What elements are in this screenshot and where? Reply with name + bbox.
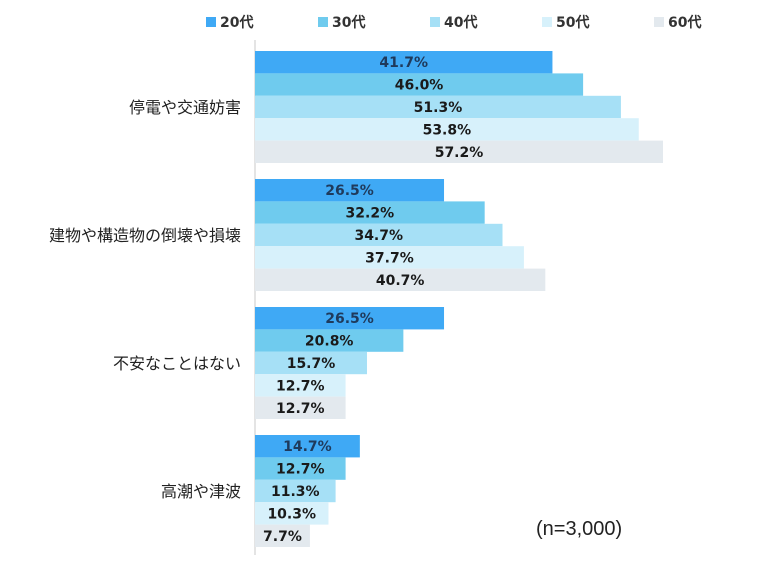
bar-20代-cat1: [255, 179, 445, 202]
legend-swatch-50s: [542, 17, 552, 27]
bar-50代-cat2: [255, 374, 346, 397]
bar-40代-cat1: [255, 223, 503, 247]
sample-size-annotation: (n=3,000): [536, 518, 623, 540]
bar-60代-cat2: [255, 396, 346, 419]
legend-swatch-60s: [654, 17, 664, 27]
bar-40代-cat2: [255, 351, 367, 375]
bar-20代-cat3: [255, 435, 360, 458]
category-label-2: 不安なことはない: [113, 354, 241, 373]
bar-20代-cat0: [255, 51, 553, 74]
data-label-30代-cat3: 12.7%: [276, 462, 325, 478]
legend-swatch-20s: [206, 17, 216, 27]
bar-50代-cat3: [255, 502, 329, 525]
legend-label-30s: 30代: [332, 15, 366, 31]
bar-60代-cat3: [255, 524, 310, 547]
legend-item-60s: 60代: [654, 12, 766, 32]
legend-label-50s: 50代: [556, 15, 590, 31]
data-label-50代-cat2: 12.7%: [276, 378, 325, 394]
legend-label-20s: 20代: [220, 15, 254, 31]
bar-60代-cat1: [255, 268, 546, 291]
data-label-40代-cat0: 51.3%: [414, 100, 463, 116]
data-label-30代-cat0: 46.0%: [395, 78, 444, 94]
bar-60代-cat0: [255, 140, 663, 163]
data-label-60代-cat2: 12.7%: [276, 401, 325, 417]
data-label-20代-cat0: 41.7%: [379, 55, 428, 71]
legend-label-60s: 60代: [668, 15, 702, 31]
bar-30代-cat1: [255, 201, 485, 224]
legend-label-40s: 40代: [444, 15, 478, 31]
bar-40代-cat0: [255, 95, 621, 119]
data-label-40代-cat3: 11.3%: [271, 484, 320, 500]
legend: 20代 30代 40代 50代 60代: [206, 12, 766, 32]
legend-swatch-30s: [318, 17, 328, 27]
legend-item-40s: 40代: [430, 12, 542, 32]
data-label-40代-cat1: 34.7%: [354, 228, 403, 244]
data-label-60代-cat0: 57.2%: [435, 145, 484, 161]
legend-item-50s: 50代: [542, 12, 654, 32]
bar-50代-cat0: [255, 118, 639, 141]
category-label-0: 停電や交通妨害: [129, 98, 241, 117]
bar-40代-cat3: [255, 479, 336, 503]
data-label-20代-cat3: 14.7%: [283, 439, 332, 455]
data-label-60代-cat3: 7.7%: [263, 529, 302, 545]
data-label-50代-cat1: 37.7%: [365, 250, 414, 266]
data-label-40代-cat2: 15.7%: [287, 356, 336, 372]
legend-item-20s: 20代: [206, 12, 318, 32]
legend-item-30s: 30代: [318, 12, 430, 32]
data-label-50代-cat3: 10.3%: [267, 506, 316, 522]
data-label-50代-cat0: 53.8%: [423, 122, 472, 138]
data-label-60代-cat1: 40.7%: [376, 273, 425, 289]
category-label-1: 建物や構造物の倒壊や損壊: [49, 226, 241, 245]
legend-swatch-40s: [430, 17, 440, 27]
data-label-30代-cat2: 20.8%: [305, 334, 354, 350]
data-label-30代-cat1: 32.2%: [346, 206, 395, 222]
data-label-20代-cat2: 26.5%: [325, 311, 374, 327]
bar-30代-cat3: [255, 457, 346, 480]
data-label-20代-cat1: 26.5%: [325, 183, 374, 199]
bar-20代-cat2: [255, 307, 445, 330]
category-label-3: 高潮や津波: [161, 482, 241, 501]
bar-30代-cat0: [255, 73, 584, 96]
bar-50代-cat1: [255, 246, 524, 269]
bar-30代-cat2: [255, 329, 404, 352]
